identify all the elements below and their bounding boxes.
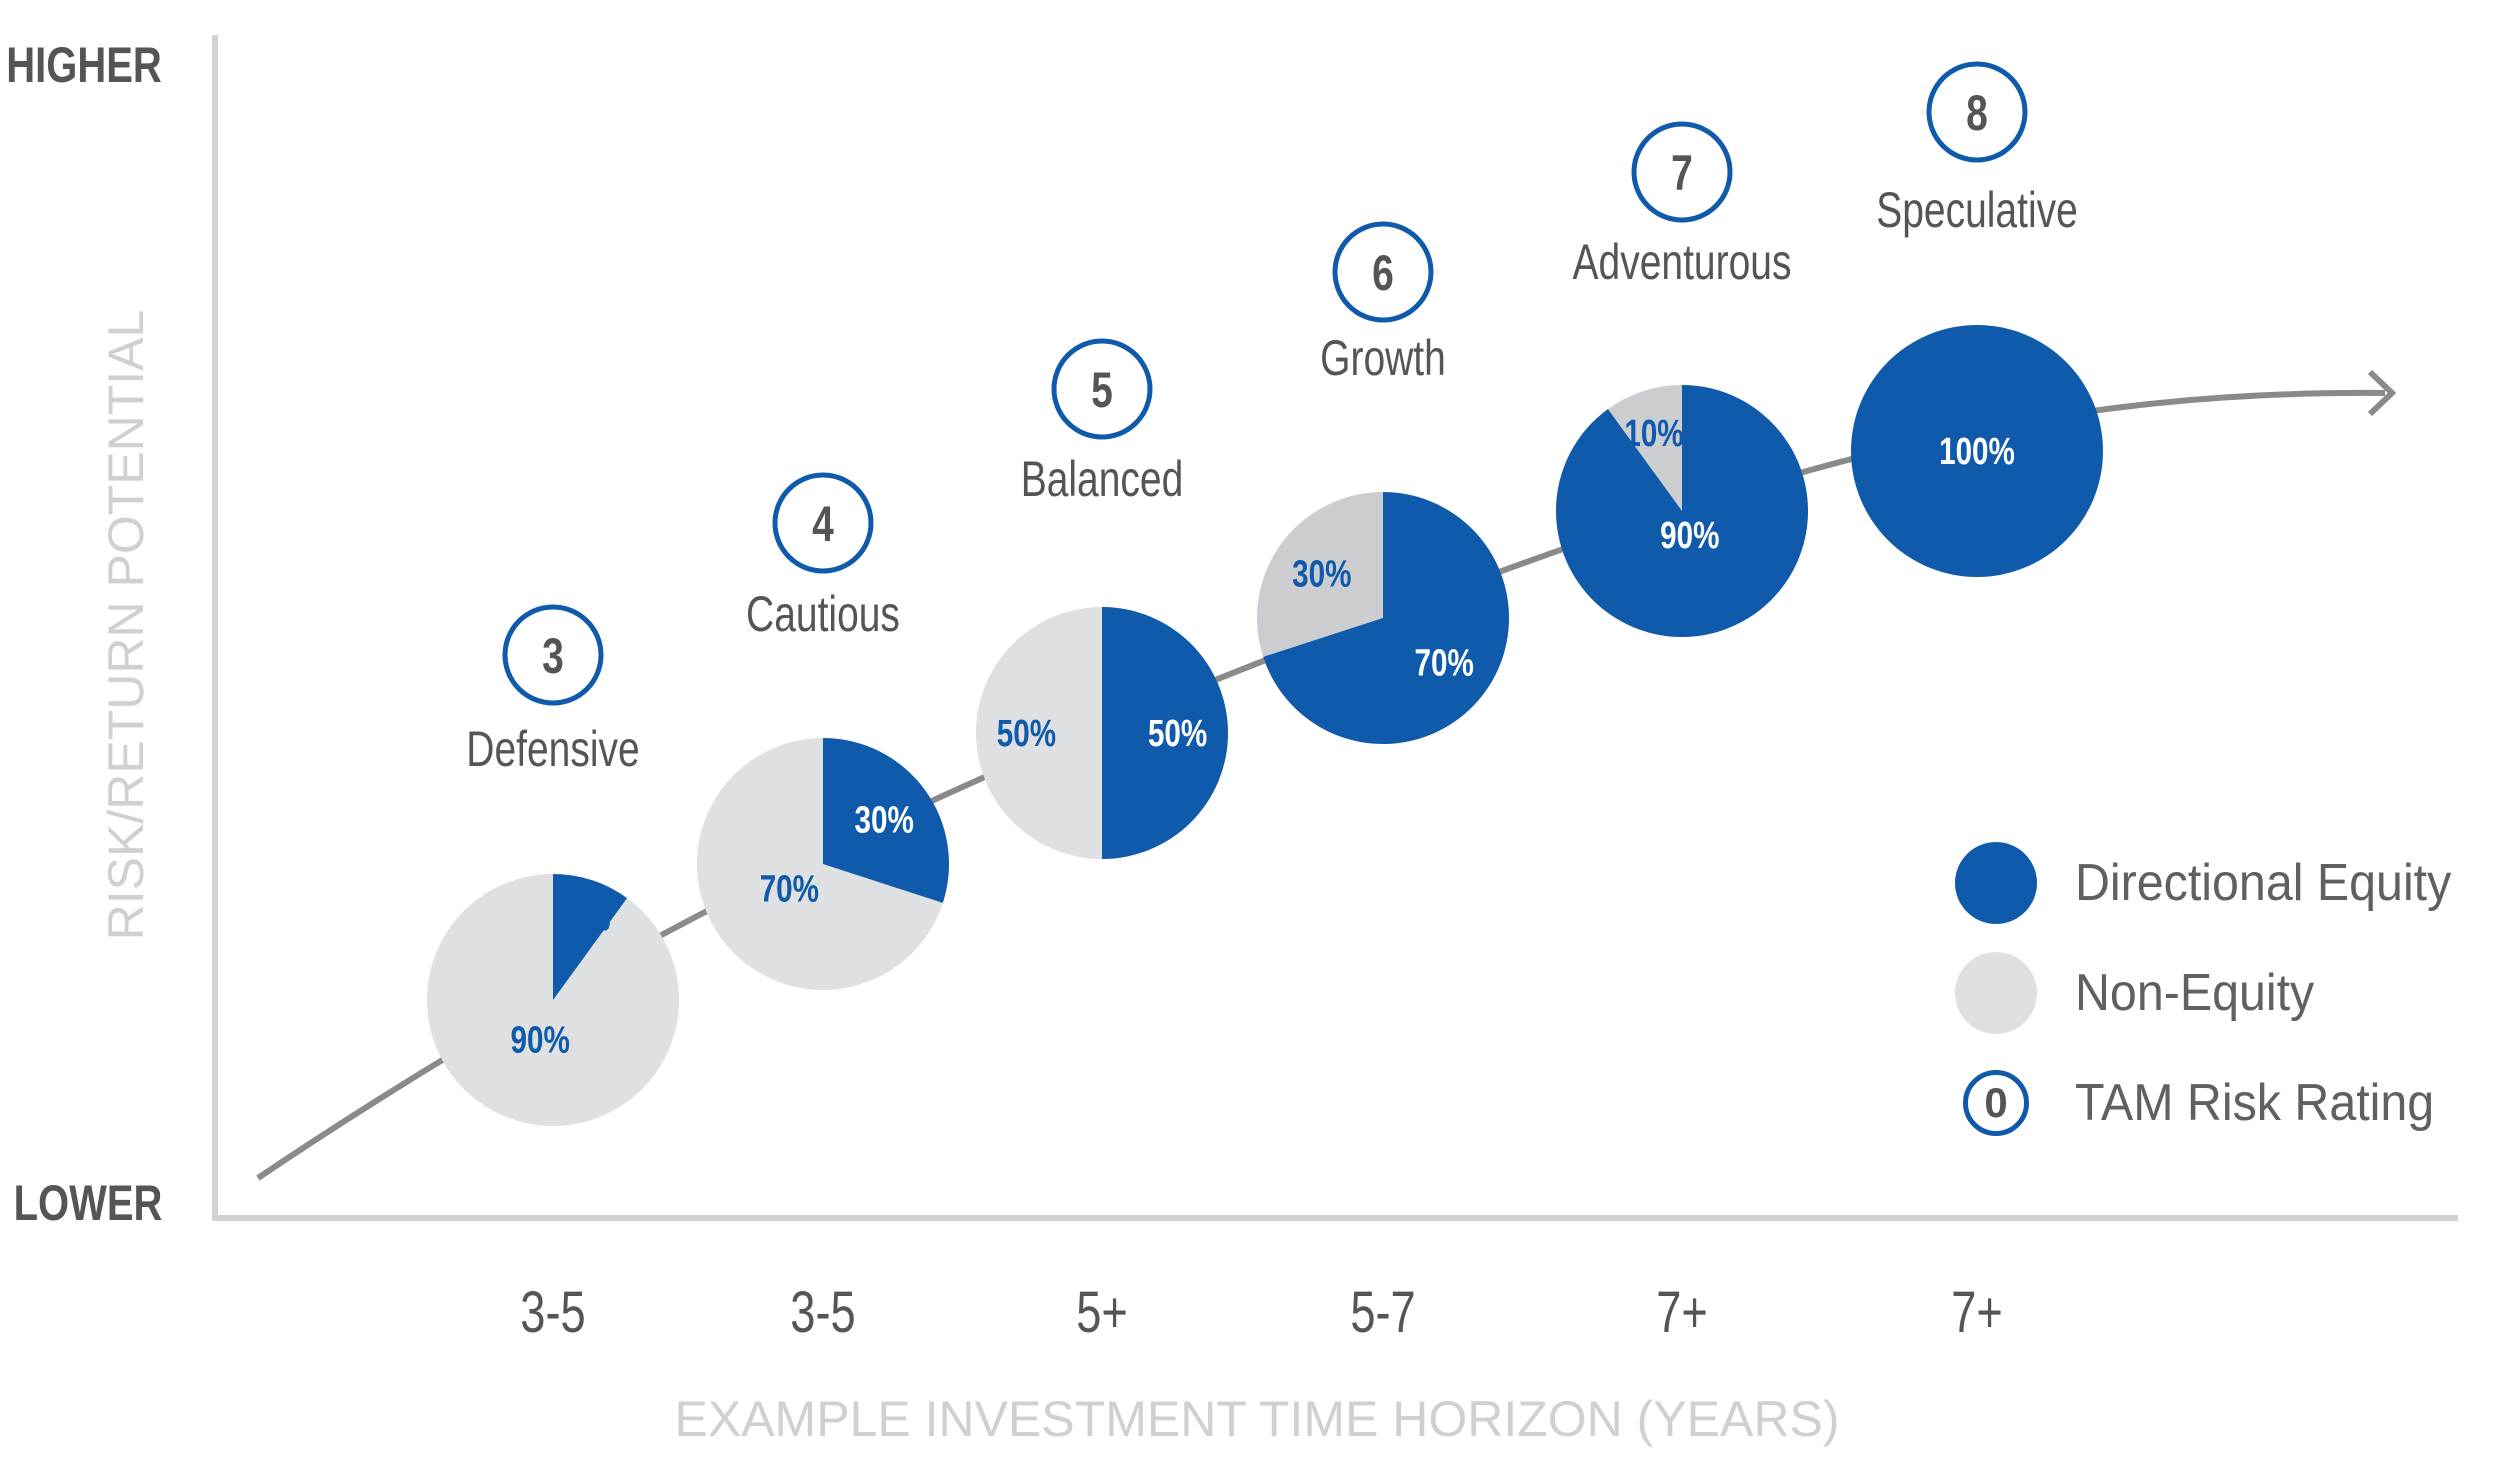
rating-8-ring-icon	[1926, 61, 2028, 163]
pie-5-equity-label: 50%	[1148, 713, 1207, 755]
non-equity-swatch-icon	[1955, 952, 2037, 1034]
pie-5-non-equity-label: 50%	[997, 713, 1056, 755]
horizon-7-tick-label: 7+	[1656, 1281, 1708, 1346]
pie-5-equity-slice	[1102, 607, 1228, 859]
y-axis-title: RISK/RETURN POTENTIAL	[98, 310, 154, 941]
horizon-3-tick-label: 3-5	[520, 1281, 585, 1346]
pie-3-non-equity-label: 90%	[510, 1019, 569, 1061]
x-axis-title: EXAMPLE INVESTMENT TIME HORIZON (YEARS)	[675, 1391, 1840, 1447]
pie-3-equity-label: 10%	[551, 897, 610, 939]
pie-4-non-equity-label: 70%	[760, 868, 819, 910]
rating-3-ring-icon	[502, 604, 604, 706]
legend-item-non-equity: Non-Equity	[1955, 938, 2495, 1048]
pie-6-non-equity-label: 30%	[1292, 553, 1351, 595]
portfolio-7-name: Adventurous	[1573, 233, 1792, 290]
pie-8-equity-slice	[1851, 325, 2103, 577]
legend-item-equity: Directional Equity	[1955, 828, 2495, 938]
y-top-label: HIGHER	[6, 37, 162, 93]
pie-6-equity-slice	[1263, 492, 1510, 744]
rating-5-ring-icon	[1051, 338, 1153, 440]
horizon-5-tick-label: 5+	[1076, 1281, 1128, 1346]
rating-4-number: 4	[812, 495, 834, 552]
risk-rating-ring-icon: 0	[1963, 1070, 2029, 1136]
pie-7-non-equity-label: 10%	[1624, 413, 1683, 455]
portfolio-6-name: Growth	[1320, 329, 1446, 386]
pie-6-equity-label: 70%	[1415, 642, 1474, 684]
rating-7-ring-icon	[1631, 121, 1733, 223]
pie-8-equity-label: 100%	[1939, 431, 2015, 473]
legend-item-risk-rating: 0 TAM Risk Rating	[1955, 1048, 2495, 1158]
legend-label-risk-rating: TAM Risk Rating	[2075, 1074, 2435, 1132]
pie-3-equity-slice	[553, 874, 628, 1000]
legend: Directional Equity Non-Equity 0 TAM Risk…	[1955, 828, 2495, 1158]
legend-label-equity: Directional Equity	[2075, 854, 2452, 912]
rating-4-ring-icon	[772, 472, 874, 574]
portfolio-5-name: Balanced	[1021, 450, 1184, 507]
legend-label-non-equity: Non-Equity	[2075, 964, 2315, 1022]
portfolio-4-name: Cautious	[746, 585, 900, 642]
rating-3-number: 3	[542, 627, 564, 684]
pie-7-equity-label: 90%	[1660, 515, 1719, 557]
rating-5-number: 5	[1091, 361, 1113, 418]
rating-7-number: 7	[1671, 144, 1693, 201]
equity-swatch-icon	[1955, 842, 2037, 924]
trend-arrowhead	[2367, 369, 2397, 417]
rating-6-number: 6	[1372, 244, 1394, 301]
y-bottom-label: LOWER	[14, 1175, 163, 1231]
rating-8-number: 8	[1966, 84, 1988, 141]
pie-4-equity-slice	[823, 738, 949, 903]
portfolio-8-name: Speculative	[1876, 181, 2078, 238]
pie-4-equity-label: 30%	[855, 799, 914, 841]
horizon-8-tick-label: 7+	[1951, 1281, 2003, 1346]
portfolio-3-name: Defensive	[466, 720, 639, 777]
pie-7-equity-slice	[1556, 385, 1809, 637]
rating-6-ring-icon	[1332, 221, 1434, 323]
horizon-6-tick-label: 5-7	[1350, 1281, 1415, 1346]
horizon-4-tick-label: 3-5	[790, 1281, 855, 1346]
